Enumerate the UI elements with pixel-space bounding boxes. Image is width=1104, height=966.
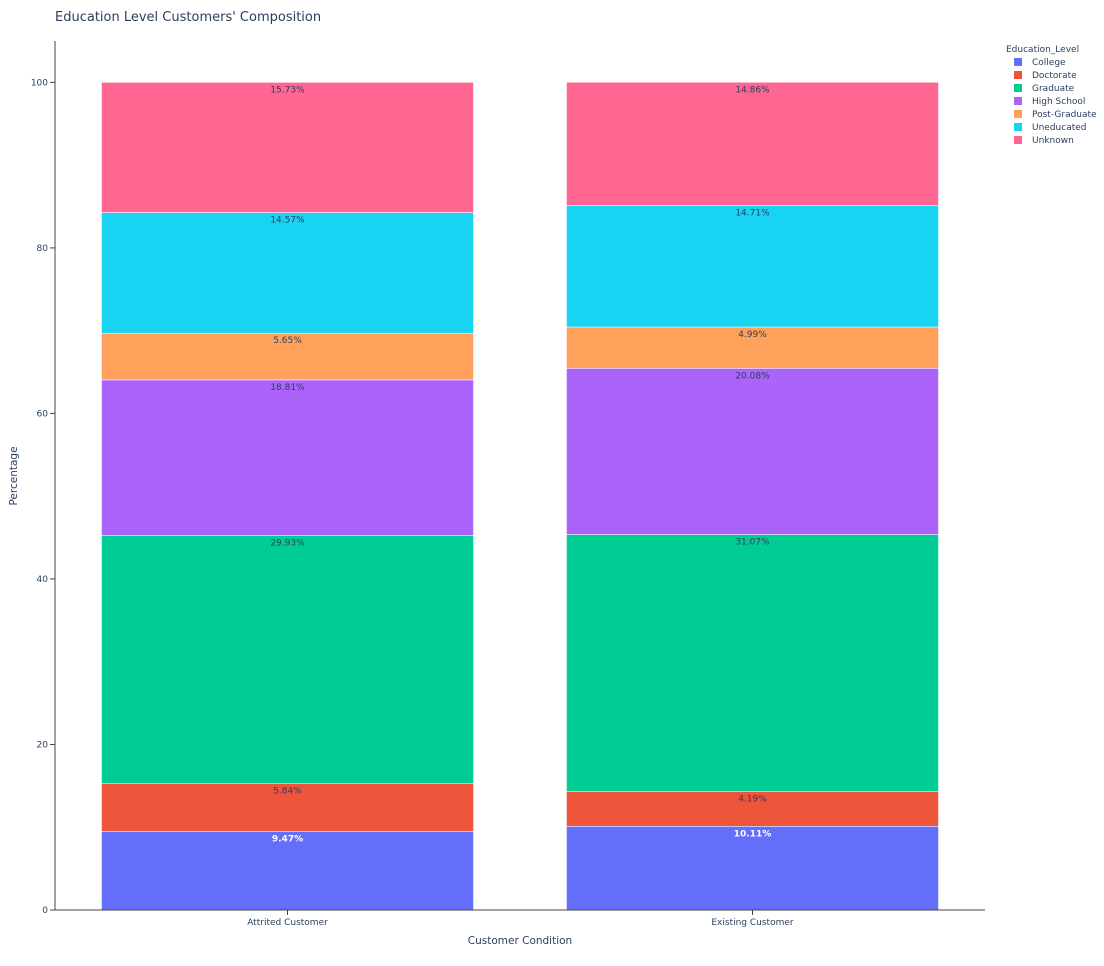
bar-graduate-1 — [101, 535, 474, 784]
bar-post-graduate-2 — [566, 326, 939, 369]
legend: Education_Level College Doctorate Graduate… — [1006, 45, 1097, 146]
data-label-doctorate-1: 5.84% — [273, 786, 302, 796]
data-label-unknown-2: 14.86% — [735, 85, 770, 95]
y-tick-label: 20 — [37, 740, 49, 750]
y-tick-label: 80 — [37, 244, 49, 254]
legend-swatch — [1014, 123, 1022, 131]
legend-swatch — [1014, 71, 1022, 79]
legend-label: Uneducated — [1032, 123, 1087, 133]
legend-label: Graduate — [1032, 84, 1075, 94]
legend-swatch — [1014, 136, 1022, 144]
y-axis-title: Percentage — [8, 446, 20, 505]
data-label-college-1: 9.47% — [272, 835, 303, 845]
legend-item-college[interactable]: College — [1014, 58, 1066, 68]
x-tick-label: Existing Customer — [711, 918, 794, 928]
legend-item-post-graduate[interactable]: Post-Graduate — [1014, 110, 1097, 120]
legend-label: High School — [1032, 97, 1085, 107]
data-label-graduate-2: 31.07% — [735, 538, 770, 548]
legend-item-unknown[interactable]: Unknown — [1014, 136, 1074, 146]
data-label-college-2: 10.11% — [734, 829, 772, 839]
data-label-high-school-1: 18.81% — [270, 383, 305, 393]
chart-title: Education Level Customers' Composition — [55, 10, 321, 25]
legend-item-graduate[interactable]: Graduate — [1014, 84, 1075, 94]
legend-label: Post-Graduate — [1032, 110, 1097, 120]
y-axis: 0 20 40 60 80 100 — [31, 41, 56, 916]
legend-swatch — [1014, 84, 1022, 92]
y-tick-label: 40 — [37, 575, 49, 585]
plot-area: 9.47% 5.84% 29.93% 18.81% 5.65% 14.57% 15.73% 1… — [101, 82, 939, 911]
data-label-post-graduate-2: 4.99% — [738, 330, 767, 340]
bar-college-2 — [566, 826, 939, 911]
data-label-post-graduate-1: 5.65% — [273, 336, 302, 346]
legend-label: Doctorate — [1032, 71, 1077, 81]
legend-label: Unknown — [1032, 136, 1074, 146]
bar-unknown-2 — [566, 82, 939, 206]
legend-label: College — [1032, 58, 1066, 68]
bar-uneducated-2 — [566, 205, 939, 328]
data-label-unknown-1: 15.73% — [270, 85, 305, 95]
legend-item-uneducated[interactable]: Uneducated — [1014, 123, 1087, 133]
legend-swatch — [1014, 97, 1022, 105]
y-tick-label: 0 — [42, 906, 48, 916]
bar-doctorate-1 — [101, 783, 474, 832]
x-axis: Attrited Customer Existing Customer — [55, 909, 985, 928]
legend-title: Education_Level — [1006, 45, 1079, 55]
legend-swatch — [1014, 58, 1022, 66]
data-label-graduate-1: 29.93% — [270, 539, 305, 549]
y-tick-label: 100 — [31, 78, 48, 88]
data-label-doctorate-2: 4.19% — [738, 795, 767, 805]
y-tick-label: 60 — [37, 409, 49, 419]
bar-college-1 — [101, 831, 474, 911]
legend-item-high-school[interactable]: High School — [1014, 97, 1085, 107]
data-label-high-school-2: 20.08% — [735, 371, 770, 381]
x-axis-title: Customer Condition — [468, 935, 572, 947]
bar-unknown-1 — [101, 82, 474, 213]
x-tick-label: Attrited Customer — [247, 918, 328, 928]
data-label-uneducated-2: 14.71% — [735, 208, 770, 218]
legend-swatch — [1014, 110, 1022, 118]
legend-items: College Doctorate Graduate High School Post-… — [1014, 58, 1097, 146]
bar-high-school-1 — [101, 379, 474, 536]
legend-item-doctorate[interactable]: Doctorate — [1014, 71, 1077, 81]
bar-uneducated-1 — [101, 212, 474, 334]
bar-high-school-2 — [566, 368, 939, 535]
bar-doctorate-2 — [566, 791, 939, 827]
data-label-uneducated-1: 14.57% — [270, 216, 305, 226]
bar-graduate-2 — [566, 534, 939, 792]
